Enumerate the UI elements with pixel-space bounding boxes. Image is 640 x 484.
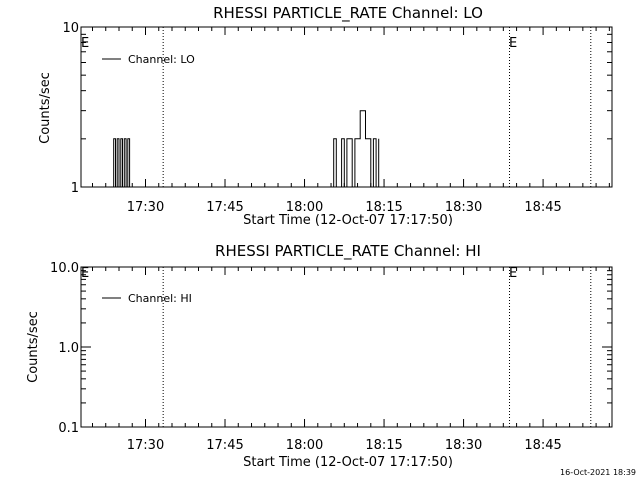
footer-timestamp: 16-Oct-2021 18:39 [560,468,636,477]
lo-event-marker-label: E [81,36,89,51]
hi-y-tick-label: 1.0 [58,341,79,356]
hi-x-tick-label: 17:45 [206,438,243,453]
hi-chart-title: RHESSI PARTICLE_RATE Channel: HI [215,242,481,261]
lo-legend-label: Channel: LO [128,53,195,66]
hi-x-tick-label: 18:30 [445,438,482,453]
hi-legend-label: Channel: HI [128,292,192,305]
lo-x-tick-label: 18:45 [524,200,561,215]
hi-y-axis-label: Counts/sec [26,311,41,383]
hi-x-tick-label: 18:45 [524,438,561,453]
hi-event-marker-label: E [81,266,89,281]
hi-x-tick-label: 18:15 [365,438,402,453]
lo-x-tick-label: 18:00 [286,200,323,215]
lo-x-tick-label: 17:45 [206,200,243,215]
lo-x-axis-label: Start Time (12-Oct-07 17:17:50) [243,213,453,228]
lo-y-tick-label: 10 [62,21,79,36]
hi-x-axis-label: Start Time (12-Oct-07 17:17:50) [243,455,453,470]
lo-y-tick-label: 1 [71,181,79,196]
hi-x-tick-label: 18:00 [286,438,323,453]
lo-y-axis-label: Counts/sec [38,72,53,144]
lo-chart-title: RHESSI PARTICLE_RATE Channel: LO [213,4,483,23]
lo-x-tick-label: 17:30 [127,200,164,215]
lo-x-tick-label: 18:30 [445,200,482,215]
lo-x-tick-label: 18:15 [365,200,402,215]
hi-channel-panel: RHESSI PARTICLE_RATE Channel: HI Counts/… [26,242,613,470]
hi-x-tick-label: 17:30 [127,438,164,453]
lo-series-line [111,110,380,188]
lo-channel-panel: RHESSI PARTICLE_RATE Channel: LO Counts/… [38,4,613,228]
hi-y-tick-label: 0.1 [58,421,79,436]
hi-y-tick-label: 10.0 [50,261,79,276]
hi-event-marker-label: E [509,266,517,281]
lo-event-marker-label: E [509,36,517,51]
hi-plot-frame [80,266,613,428]
